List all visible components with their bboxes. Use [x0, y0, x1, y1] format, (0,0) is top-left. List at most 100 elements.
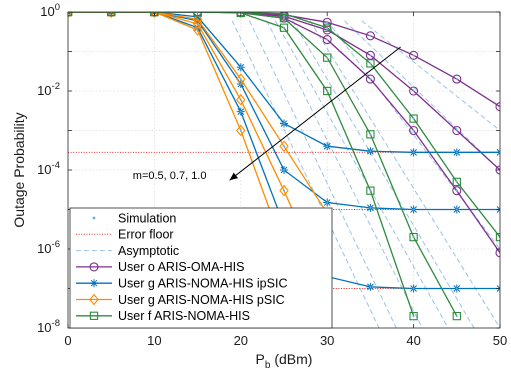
simulation-point — [369, 133, 372, 136]
asymptote-line — [361, 20, 500, 131]
marker-square — [409, 114, 418, 123]
marker-diamond — [89, 293, 99, 306]
simulation-point — [283, 15, 285, 18]
marker-circle — [365, 31, 375, 41]
marker-square — [323, 86, 332, 96]
simulation-point — [283, 145, 285, 148]
simulation-point — [369, 62, 372, 65]
marker-square — [366, 186, 375, 195]
plot-content — [68, 12, 500, 328]
asymptote-line — [309, 20, 500, 328]
marker-circle — [409, 125, 419, 136]
marker-square — [366, 130, 375, 139]
marker-square — [89, 311, 99, 320]
marker-diamond — [279, 184, 289, 197]
y-tick-label: 10-4 — [37, 160, 60, 177]
marker-star — [90, 279, 98, 288]
marker-square — [279, 13, 289, 23]
simulation-point — [412, 151, 415, 154]
simulation-point — [196, 29, 199, 32]
series-line — [68, 12, 458, 317]
simulation-point — [283, 26, 285, 29]
simulation-point — [412, 287, 415, 290]
simulation-point — [326, 21, 329, 24]
legend-swatch-dot — [92, 216, 96, 220]
x-tick-label: 20 — [234, 333, 248, 348]
x-axis-label: Pb (dBm) — [256, 351, 313, 371]
simulation-point — [412, 90, 415, 92]
simulation-point — [239, 129, 242, 132]
simulation-point — [369, 78, 372, 81]
legend-label: Asymptotic — [118, 244, 179, 258]
simulation-point — [369, 189, 372, 192]
legend-label: Error floor — [118, 228, 174, 242]
marker-diamond — [236, 124, 246, 137]
y-tick-label: 100 — [40, 2, 60, 19]
simulation-point — [326, 29, 329, 32]
marker-square — [107, 12, 116, 17]
legend-label: User g ARIS-NOMA-HIS pSIC — [118, 293, 285, 307]
marker-diamond — [149, 12, 160, 18]
simulation-point — [455, 208, 458, 211]
y-tick-label: 10-8 — [37, 318, 60, 335]
annotation-arrow — [229, 46, 401, 181]
marker-diamond — [236, 93, 246, 106]
marker-circle — [89, 262, 99, 272]
series-diamond — [68, 12, 332, 255]
simulation-point — [412, 129, 415, 132]
simulation-point — [412, 117, 415, 120]
marker-square — [366, 59, 375, 68]
simulation-point — [412, 236, 415, 239]
marker-circle — [452, 186, 462, 196]
y-tick-label: 10-2 — [37, 81, 60, 98]
simulation-point — [369, 54, 372, 57]
marker-diamond — [279, 140, 289, 153]
x-tick-label: 0 — [64, 333, 71, 348]
legend-label: Simulation — [118, 211, 176, 225]
simulation-point — [369, 206, 372, 209]
marker-diamond — [192, 18, 203, 30]
asymptote-line — [344, 20, 500, 171]
simulation-point — [455, 151, 458, 154]
simulation-point — [283, 17, 285, 20]
x-tick-label: 50 — [493, 333, 507, 348]
simulation-point — [283, 189, 285, 192]
simulation-point — [412, 208, 415, 211]
asymptote-line — [292, 20, 475, 328]
x-tick-label: 10 — [147, 333, 161, 348]
marker-circle — [322, 35, 332, 45]
asymptote-line — [266, 20, 423, 328]
marker-circle — [409, 86, 419, 96]
marker-square — [452, 311, 461, 321]
marker-circle — [495, 102, 500, 112]
marker-square — [236, 12, 245, 18]
y-tick-label: 10-6 — [37, 239, 60, 256]
y-axis-label: Outage Probability — [11, 112, 27, 227]
simulation-point — [455, 180, 458, 183]
x-tick-label: 30 — [320, 333, 334, 348]
simulation-point — [326, 56, 329, 59]
simulation-point — [369, 285, 372, 288]
legend-label: User f ARIS-NOMA-HIS — [118, 309, 250, 323]
x-tick-label: 40 — [406, 333, 420, 348]
simulation-point — [369, 34, 372, 37]
marker-circle — [452, 74, 462, 84]
annotation-arrowhead — [229, 172, 239, 181]
marker-square — [323, 23, 332, 32]
asymptote-line — [248, 20, 397, 328]
marker-square — [193, 12, 202, 17]
marker-diamond — [106, 12, 116, 18]
marker-square — [409, 232, 418, 242]
simulation-point — [455, 189, 458, 192]
marker-square — [279, 23, 289, 32]
simulation-point — [326, 26, 329, 29]
marker-diamond — [236, 73, 246, 85]
simulation-point — [412, 315, 415, 318]
simulation-point — [326, 38, 329, 41]
asymptote-line — [274, 20, 449, 328]
annotation-text: m=0.5, 0.7, 1.0 — [133, 170, 207, 182]
simulation-point — [326, 90, 329, 92]
simulation-point — [239, 66, 242, 69]
legend-box — [69, 207, 333, 329]
